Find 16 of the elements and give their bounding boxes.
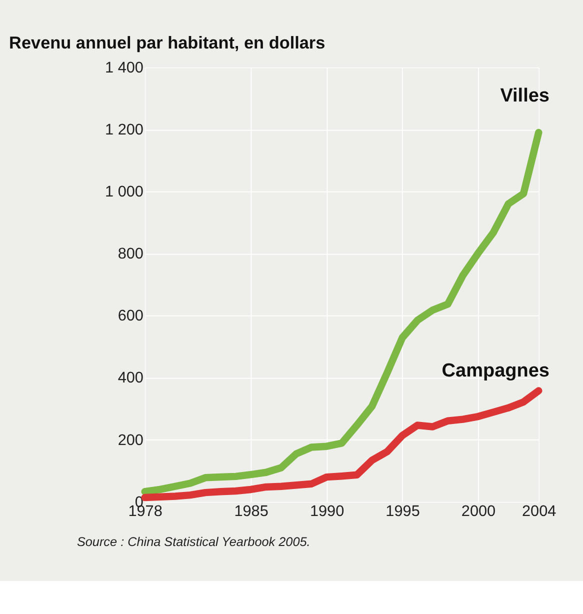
series-label: Villes xyxy=(500,86,550,107)
x-tick-label: 2000 xyxy=(461,502,496,520)
x-tick-label: 1990 xyxy=(310,502,344,520)
y-tick-label: 200 xyxy=(118,432,144,449)
y-tick-label: 1 200 xyxy=(105,121,144,138)
chart-title: Revenu annuel par habitant, en dollars xyxy=(9,32,326,52)
x-tick-label: 1995 xyxy=(386,502,420,520)
y-tick-label: 600 xyxy=(118,308,144,325)
x-tick-label: 1985 xyxy=(234,502,268,520)
series-label: Campagnes xyxy=(442,360,550,382)
y-tick-label: 800 xyxy=(118,246,144,263)
y-tick-label: 1 000 xyxy=(105,183,144,200)
y-tick-label: 400 xyxy=(118,370,144,387)
x-tick-label: 2004 xyxy=(522,502,557,520)
source-note: Source : China Statistical Yearbook 2005. xyxy=(76,535,310,550)
y-tick-label: 1 400 xyxy=(105,59,144,76)
